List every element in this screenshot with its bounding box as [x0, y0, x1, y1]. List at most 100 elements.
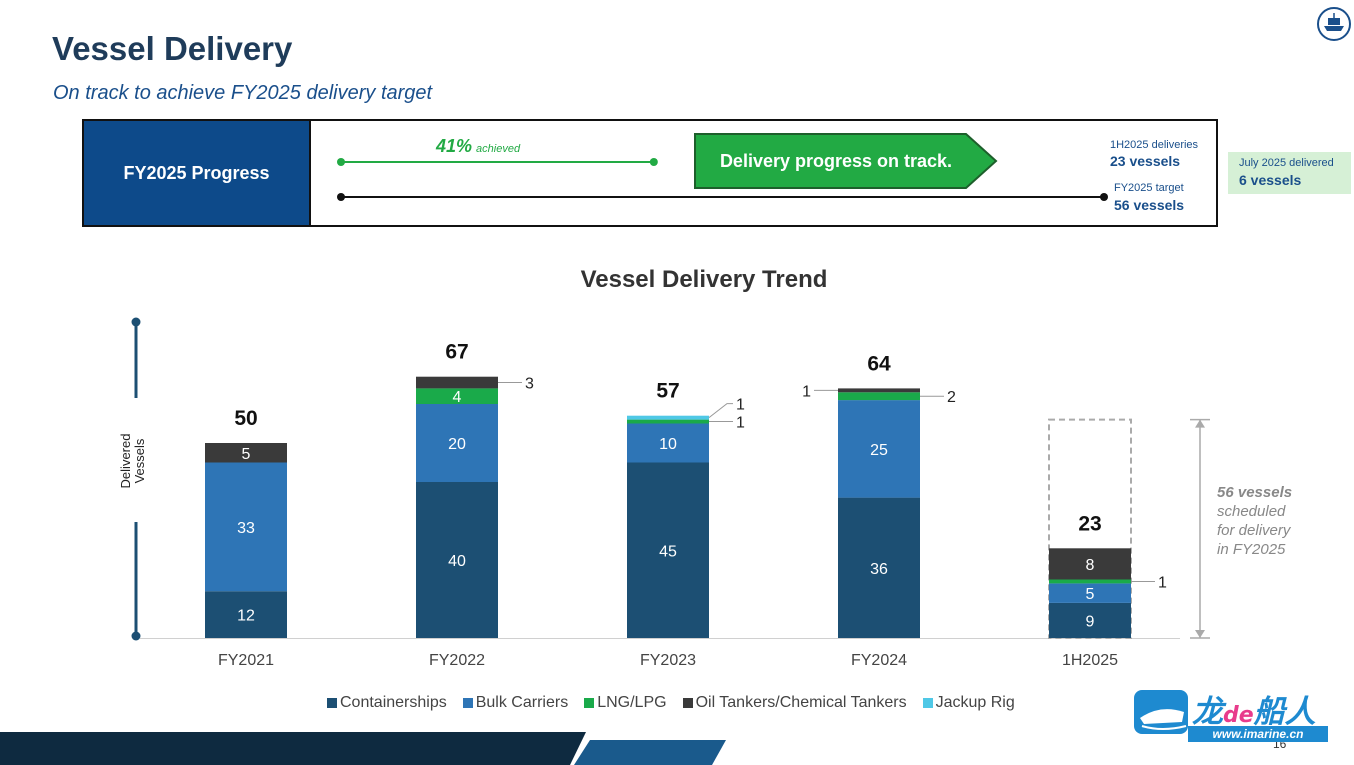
legend-swatch [922, 698, 933, 708]
bar-segment [416, 404, 498, 482]
july-delivered-value: 6 vessels [1239, 172, 1302, 188]
bar-total-label: 67 [445, 341, 468, 364]
target-value: 56 vessels [1114, 197, 1185, 213]
target-range-arrow-up [1195, 419, 1205, 428]
callout-label: 1 [802, 383, 811, 400]
target-end-dot [1100, 193, 1108, 201]
y-axis-label-word: Vessels [132, 438, 147, 483]
bar-total-label: 57 [656, 380, 679, 403]
h1-deliveries-value: 23 vessels [1110, 153, 1181, 169]
legend-label: Oil Tankers/Chemical Tankers [695, 694, 907, 711]
legend-item: LNG/LPG [584, 694, 667, 712]
x-tick-label: FY2021 [218, 652, 274, 669]
bar-segment [627, 415, 709, 420]
bar-segment [838, 400, 920, 498]
status-arrow-icon [694, 133, 998, 189]
achieved-word: achieved [476, 143, 521, 155]
bar-segment [1049, 583, 1131, 603]
schedule-note: 56 vessels scheduled for delivery in FY2… [1217, 483, 1292, 559]
schedule-note-line3: in FY2025 [1217, 541, 1286, 558]
bar-value-label: 36 [870, 561, 888, 578]
callout-label: 3 [525, 376, 534, 393]
bar-segment [1049, 548, 1131, 580]
bar-total-label: 64 [867, 352, 891, 375]
bar-value-label: 5 [1086, 586, 1095, 603]
bar-value-label: 10 [659, 436, 677, 453]
bar-value-label: 33 [237, 520, 255, 537]
progress-label: FY2025 Progress [84, 121, 309, 225]
page-title: Vessel Delivery [52, 30, 293, 67]
bar-segment [627, 423, 709, 463]
y-axis-top-dot [131, 317, 141, 327]
legend-label: Containerships [340, 694, 447, 711]
bar-segment [205, 443, 287, 463]
watermark-brand-a: 龙 [1192, 694, 1223, 730]
y-axis-bottom-dot [131, 631, 141, 641]
legend-swatch [462, 698, 473, 708]
achieved-start-dot [337, 158, 345, 166]
callout-label: 1 [736, 415, 745, 432]
bar-value-label: 5 [242, 446, 251, 463]
x-tick-label: FY2024 [851, 652, 907, 669]
footer-band [0, 732, 726, 765]
chart-legend: Containerships Bulk Carriers LNG/LPG Oil Ta… [327, 694, 1015, 712]
bar-segment [838, 497, 920, 638]
bar-value-label: 45 [659, 543, 677, 560]
bar-value-label: 40 [448, 553, 466, 570]
delivery-chart: Delivered Vessels1233550FY202140204367FY2… [118, 317, 1210, 669]
legend-swatch [682, 698, 693, 708]
bar-segment [1049, 602, 1131, 638]
bar-segment [838, 392, 920, 401]
bar-value-label: 25 [870, 442, 888, 459]
x-tick-label: FY2022 [429, 652, 485, 669]
bar-value-label: 20 [448, 436, 466, 453]
schedule-note-line1: scheduled [1217, 503, 1286, 520]
company-logo-icon [1317, 7, 1351, 41]
bar-segment [1049, 579, 1131, 584]
legend-label: Bulk Carriers [475, 694, 569, 711]
watermark-brand-b: de [1223, 703, 1254, 728]
y-axis-label: Delivered Vessels [118, 434, 147, 489]
page-subtitle: On track to achieve FY2025 delivery targ… [53, 82, 433, 104]
legend-swatch [584, 698, 595, 708]
bar-total-label: 50 [234, 407, 257, 430]
legend-label: LNG/LPG [597, 694, 667, 711]
legend-item: Oil Tankers/Chemical Tankers [682, 694, 907, 712]
bar-segment [627, 419, 709, 424]
chart-title: Vessel Delivery Trend [580, 266, 828, 293]
bar-segment [416, 482, 498, 638]
schedule-note-line2: for delivery [1217, 522, 1291, 539]
callout-label: 2 [947, 389, 956, 406]
achieved-percent-value: 41% [436, 136, 473, 156]
schedule-note-strong: 56 vessels [1217, 484, 1293, 501]
achieved-percent: 41% achieved [436, 136, 520, 157]
bar-segment [205, 591, 287, 638]
legend-item: Jackup Rig [922, 694, 1015, 712]
bar-segment [205, 462, 287, 592]
callout-label: 1 [1158, 574, 1167, 591]
watermark-ship-icon [1134, 690, 1188, 734]
achieved-end-dot [649, 158, 658, 166]
legend-swatch [327, 698, 337, 708]
bar-segment [627, 462, 709, 638]
h1-deliveries-label: 1H2025 deliveries [1110, 139, 1199, 151]
bar-value-label: 4 [453, 389, 462, 406]
july-delivered-box [1228, 152, 1351, 194]
july-delivered-label: July 2025 delivered [1239, 157, 1334, 169]
progress-panel [82, 119, 1218, 227]
watermark-url: www.imarine.cn [1188, 726, 1328, 742]
x-tick-label: 1H2025 [1062, 652, 1118, 669]
target-label: FY2025 target [1114, 182, 1184, 194]
bar-segment [416, 376, 498, 389]
watermark-brand-c: 船人 [1253, 694, 1316, 730]
bar-value-label: 12 [237, 608, 255, 625]
callout-line [708, 403, 733, 419]
target-range-arrow-down [1195, 630, 1205, 638]
y-axis-label-word: Delivered [118, 434, 133, 489]
bar-total-label: 23 [1078, 512, 1101, 535]
bar-value-label: 8 [1086, 557, 1095, 574]
legend-label: Jackup Rig [935, 694, 1015, 711]
progress-divider [309, 121, 311, 225]
status-text: Delivery progress on track. [719, 150, 953, 171]
bar-segment [838, 388, 920, 393]
